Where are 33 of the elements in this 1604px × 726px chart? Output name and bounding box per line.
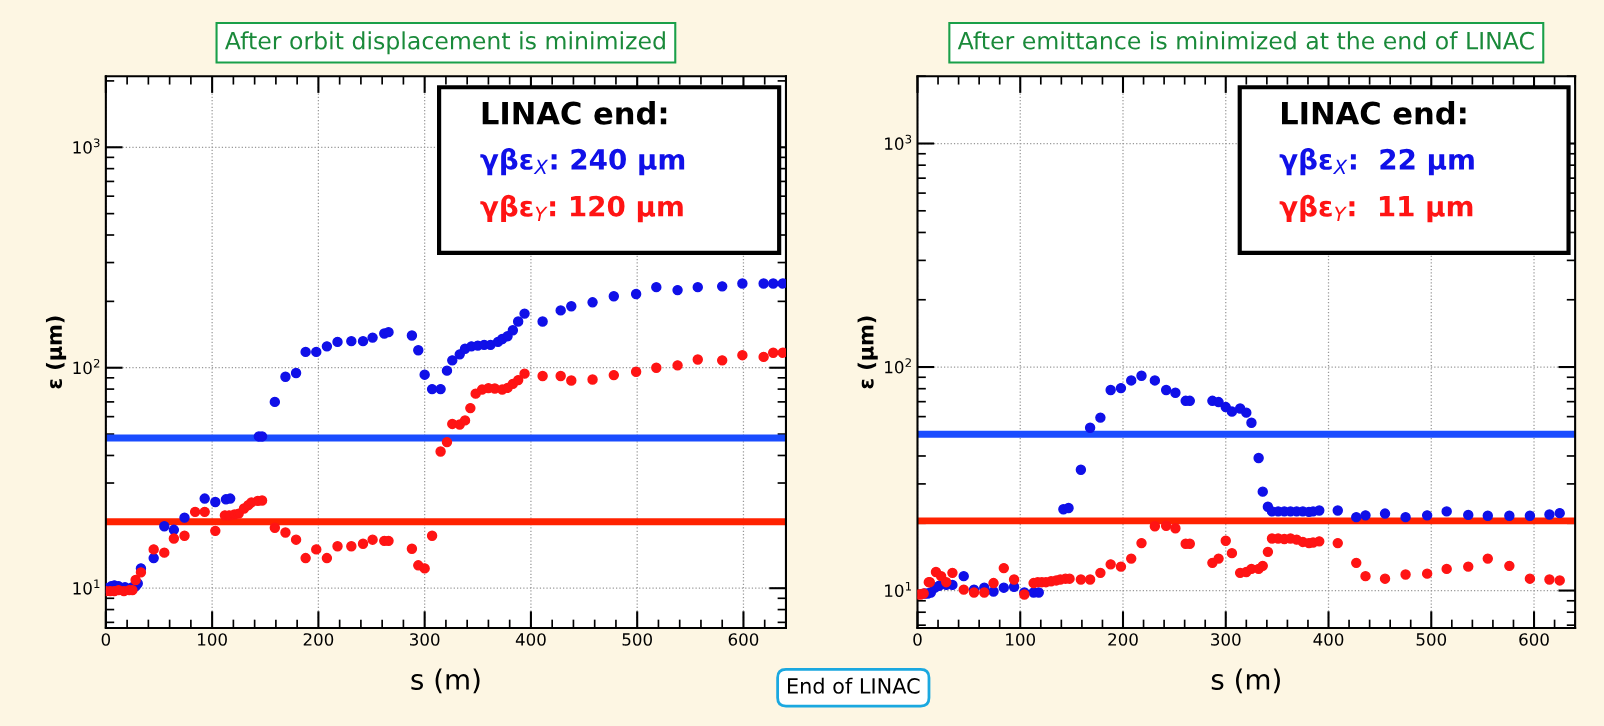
chart-title: After emittance is minimized at the end of LINAC — [957, 31, 1534, 50]
x-tick-label: 400 — [515, 633, 546, 646]
x-tick-label: 0 — [913, 633, 922, 646]
text: End of LINAC — [788, 677, 920, 694]
annotation: γβε$_{X}$: 22 μm — [1279, 147, 1474, 176]
y-axis-title: ε (μm) — [857, 316, 878, 389]
x-axis-title: s (m) — [411, 668, 480, 694]
annotation: LINAC end: — [1282, 101, 1466, 125]
x-tick-label: 0 — [101, 633, 111, 646]
x-tick-label: 200 — [1108, 633, 1138, 646]
y-tick-label: 10$^{1}$ — [73, 579, 100, 595]
annotation: LINAC end: — [482, 101, 667, 125]
x-tick-label: 100 — [198, 633, 227, 646]
x-tick-label: 600 — [728, 633, 759, 646]
x-tick-label: 500 — [622, 633, 652, 646]
y-tick-label: 10$^{3}$ — [73, 138, 100, 154]
y-axis-title: ε (μm) — [45, 316, 67, 389]
x-tick-label: 200 — [303, 633, 334, 646]
y-tick-label: 10$^{2}$ — [73, 358, 100, 375]
y-tick-label: 10$^{3}$ — [885, 134, 912, 150]
x-tick-label: 500 — [1416, 633, 1447, 646]
annotation: γβε$_{Y}$: 120 μm — [480, 194, 683, 223]
y-tick-label: 10$^{1}$ — [885, 581, 912, 598]
x-tick-label: 100 — [1006, 633, 1036, 646]
x-tick-label: 300 — [410, 633, 440, 646]
x-tick-label: 600 — [1519, 633, 1549, 646]
x-tick-label: 400 — [1313, 633, 1344, 646]
y-tick-label: 10$^{2}$ — [885, 358, 911, 374]
x-axis-title: s (m) — [1211, 668, 1280, 694]
annotation: γβε$_{X}$: 240 μm — [480, 147, 685, 176]
chart-title: After orbit displacement is minimized — [225, 31, 665, 55]
annotation: γβε$_{Y}$: 11 μm — [1279, 194, 1473, 223]
x-tick-label: 300 — [1211, 633, 1241, 646]
